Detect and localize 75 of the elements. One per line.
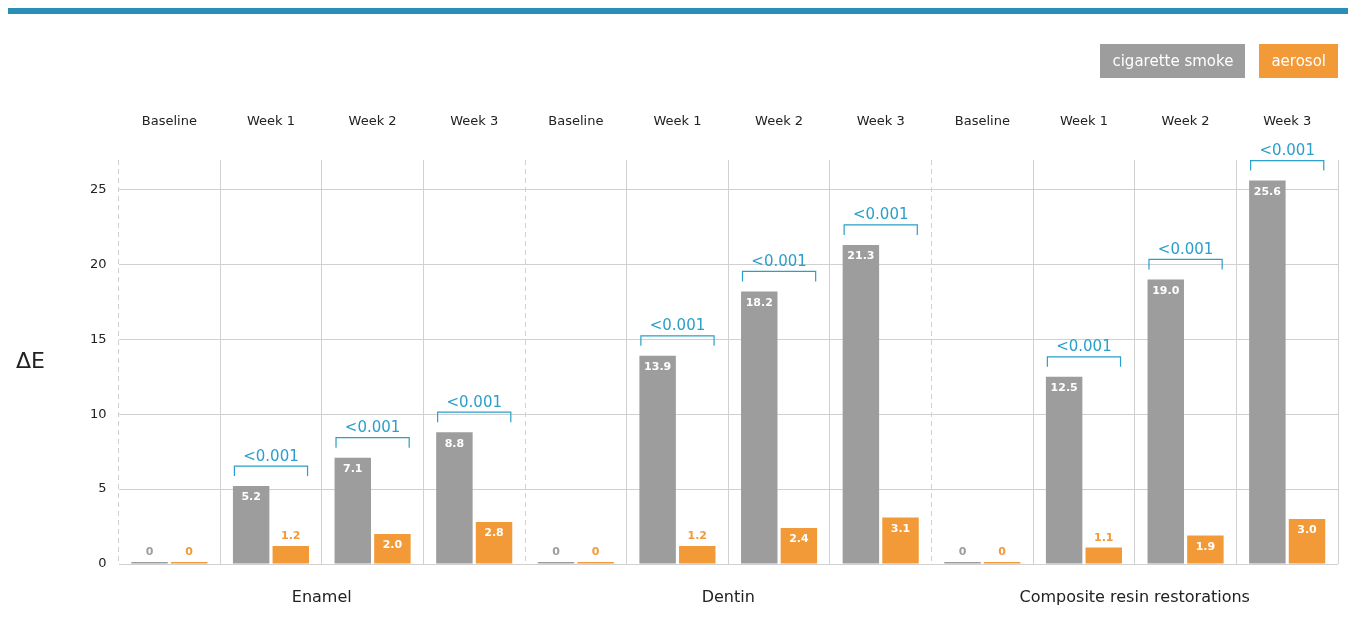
annotation: <0.001	[1157, 239, 1214, 258]
bar	[232, 486, 270, 564]
bar	[374, 534, 411, 564]
data-label: 0	[185, 545, 194, 559]
data-label: 0	[145, 545, 154, 559]
x-tick-label: Week 3	[450, 113, 499, 129]
data-label: 12.5	[1050, 381, 1078, 395]
data-label: 1.9	[1195, 539, 1216, 553]
data-label: 5.2	[241, 490, 261, 504]
data-label: 2.4	[789, 532, 809, 546]
data-label: 19.0	[1152, 283, 1180, 297]
text: <0.001	[1259, 140, 1315, 159]
data-label: 25.6	[1253, 184, 1282, 198]
data-label: 1.1	[1094, 530, 1114, 544]
annotation: <0.001	[1056, 337, 1112, 356]
data-label: 3.0	[1297, 523, 1318, 537]
text: Composite resin restorations	[1019, 587, 1250, 607]
bar	[436, 432, 473, 564]
y-tick-label: 25	[90, 180, 107, 196]
x-tick-label: Week 3	[1263, 113, 1312, 129]
y-tick-label: 0	[98, 555, 107, 571]
annotation: <0.001	[852, 205, 909, 224]
bar	[272, 546, 310, 564]
x-tick-label: Week 2	[348, 113, 397, 129]
bar	[780, 528, 818, 564]
data-label: 21.3	[847, 249, 875, 263]
data-label: 0	[591, 545, 600, 559]
bar	[1288, 519, 1326, 564]
data-label: 7.1	[343, 462, 363, 476]
y-tick-label: 10	[90, 405, 107, 421]
data-label: 0	[958, 545, 967, 559]
x-tick-label: Week 2	[755, 113, 804, 129]
bar	[1249, 180, 1286, 564]
x-tick-label: Week 1	[246, 113, 295, 129]
x-tick-label: Week 3	[856, 113, 905, 129]
y-tick-label: 15	[90, 330, 107, 346]
bar	[334, 457, 372, 564]
bar	[842, 244, 880, 564]
annotation: <0.001	[649, 316, 706, 335]
bar	[882, 517, 919, 564]
bar	[679, 546, 716, 564]
bar	[1085, 547, 1122, 564]
y-tick-label: 5	[98, 480, 107, 496]
annotation: <0.001	[344, 418, 401, 437]
annotation: <0.001	[243, 446, 299, 465]
bar	[475, 522, 513, 564]
data-label: 0	[998, 545, 1007, 559]
bar	[639, 355, 676, 564]
x-tick-label: Week 1	[653, 113, 702, 129]
text: Dentin	[701, 587, 755, 607]
y-axis-title: ΔE	[16, 347, 45, 373]
text: cigarette smoke	[1100, 44, 1246, 78]
annotation: <0.001	[446, 392, 502, 411]
data-label: 1.2	[687, 529, 708, 543]
data-label: 0	[552, 545, 561, 559]
data-label: 3.1	[890, 521, 911, 535]
bar	[1187, 535, 1224, 564]
data-label: 8.8	[444, 436, 465, 450]
data-label: 2.8	[484, 526, 504, 540]
data-label: 2.0	[382, 538, 403, 552]
data-label: 1.2	[281, 529, 301, 543]
bar	[741, 291, 778, 564]
x-tick-label: Baseline	[548, 113, 604, 129]
bar	[1147, 279, 1184, 564]
x-tick-label: Week 1	[1059, 113, 1108, 129]
bar	[1045, 376, 1083, 564]
data-label: 18.2	[745, 295, 773, 309]
annotation: <0.001	[751, 251, 807, 270]
x-tick-label: Week 2	[1161, 113, 1210, 129]
x-tick-label: Baseline	[954, 113, 1010, 129]
y-tick-label: 20	[90, 255, 107, 271]
text: Enamel	[291, 587, 352, 607]
x-tick-label: Baseline	[141, 113, 197, 129]
text: aerosol	[1259, 44, 1338, 78]
data-label: 13.9	[644, 360, 672, 374]
